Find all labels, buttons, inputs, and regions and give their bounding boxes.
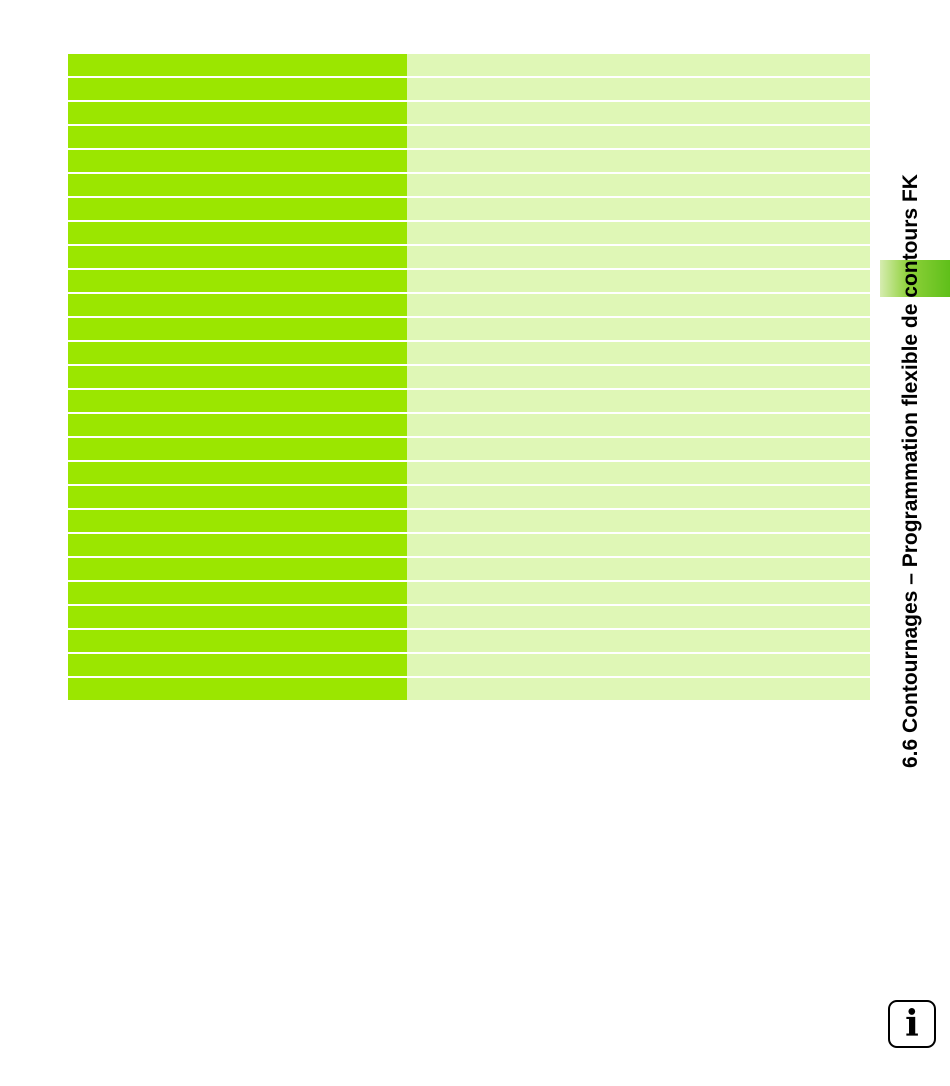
table-row [68,510,870,532]
table-cell-left [68,342,407,364]
table-row [68,294,870,316]
table-cell-left [68,678,407,700]
table-cell-left [68,510,407,532]
table-cell-right [407,390,870,412]
table-cell-right [407,198,870,220]
table-cell-right [407,54,870,76]
table-cell-right [407,462,870,484]
table-row [68,342,870,364]
table-cell-left [68,534,407,556]
table-cell-right [407,510,870,532]
table-row [68,630,870,652]
table-cell-right [407,630,870,652]
info-icon: i [888,1000,936,1048]
table-cell-left [68,174,407,196]
table-cell-right [407,606,870,628]
table-row [68,438,870,460]
table-cell-left [68,246,407,268]
table-row [68,198,870,220]
table-row [68,174,870,196]
table-cell-left [68,558,407,580]
table-cell-right [407,294,870,316]
table-cell-right [407,126,870,148]
table-cell-right [407,678,870,700]
table-cell-right [407,246,870,268]
table-cell-left [68,78,407,100]
table-row [68,582,870,604]
table-cell-right [407,438,870,460]
table-cell-right [407,174,870,196]
table-row [68,126,870,148]
table-cell-left [68,414,407,436]
table-row [68,558,870,580]
table-cell-left [68,54,407,76]
table-cell-left [68,198,407,220]
table-cell-left [68,126,407,148]
table-row [68,150,870,172]
table-row [68,654,870,676]
table-cell-left [68,294,407,316]
table-cell-right [407,150,870,172]
table-cell-right [407,342,870,364]
table-row [68,270,870,292]
table-row [68,318,870,340]
table-cell-left [68,150,407,172]
table-row [68,678,870,700]
table-row [68,102,870,124]
table-cell-left [68,486,407,508]
table-cell-right [407,534,870,556]
table-row [68,54,870,76]
table-cell-right [407,486,870,508]
table-cell-right [407,222,870,244]
table-cell-left [68,222,407,244]
table-row [68,486,870,508]
table-row [68,246,870,268]
table-cell-right [407,414,870,436]
table-cell-right [407,78,870,100]
table-row [68,414,870,436]
table-cell-right [407,102,870,124]
info-glyph: i [905,1003,919,1045]
table-cell-left [68,606,407,628]
table-cell-left [68,630,407,652]
table-cell-right [407,366,870,388]
table-cell-left [68,390,407,412]
table-cell-left [68,582,407,604]
table-cell-right [407,582,870,604]
data-table [68,54,870,702]
table-cell-left [68,438,407,460]
table-cell-right [407,318,870,340]
table-cell-right [407,558,870,580]
table-cell-left [68,102,407,124]
table-row [68,222,870,244]
section-title: 6.6 Contournages – Programmation flexibl… [899,174,922,768]
table-row [68,606,870,628]
table-row [68,462,870,484]
table-cell-left [68,270,407,292]
table-cell-left [68,654,407,676]
table-cell-left [68,366,407,388]
table-row [68,78,870,100]
table-row [68,534,870,556]
table-cell-right [407,270,870,292]
table-cell-right [407,654,870,676]
table-cell-left [68,462,407,484]
table-row [68,366,870,388]
table-row [68,390,870,412]
table-cell-left [68,318,407,340]
chapter-tab [880,260,950,297]
